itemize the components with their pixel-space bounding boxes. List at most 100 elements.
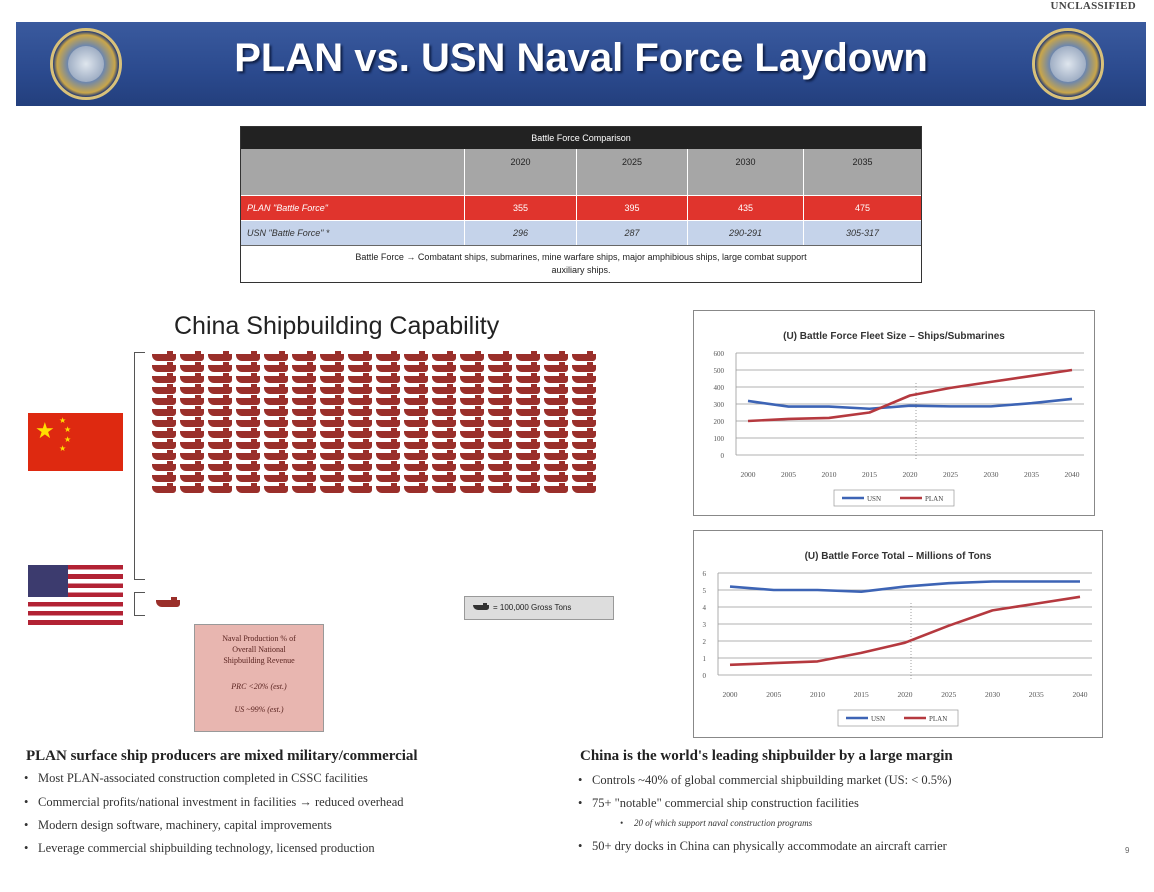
us-bracket <box>134 592 145 616</box>
table-row: USN "Battle Force" * 296 287 290-291 305… <box>241 220 921 245</box>
ship-icon <box>208 450 232 460</box>
ship-icon <box>348 439 372 449</box>
legend-label: PLAN <box>929 715 947 723</box>
ship-icon <box>432 461 456 471</box>
ship-icon <box>572 439 596 449</box>
ship-icon <box>208 461 232 471</box>
ship-icon <box>376 439 400 449</box>
ship-icon <box>460 395 484 405</box>
year-header: 2025 <box>577 149 688 195</box>
ship-icon <box>264 417 288 427</box>
footnote-line: auxiliary ships. <box>551 265 611 275</box>
ship-icon <box>544 406 568 416</box>
ship-icon <box>292 395 316 405</box>
ship-icon <box>432 384 456 394</box>
ship-icon <box>404 472 428 482</box>
us-ship-icons <box>156 597 184 611</box>
china-ship-icons <box>152 351 624 497</box>
y-tick-label: 0 <box>721 452 725 460</box>
ship-legend: = 100,000 Gross Tons <box>464 596 614 620</box>
chart-title: (U) Battle Force Fleet Size – Ships/Subm… <box>783 331 1005 342</box>
ship-icon <box>180 351 204 361</box>
ship-icon <box>488 373 512 383</box>
navprod-prc: PRC <20% (est.) <box>231 682 287 691</box>
ship-icon <box>572 428 596 438</box>
ship-icon <box>264 483 288 493</box>
ship-icon <box>460 373 484 383</box>
ship-icon <box>572 384 596 394</box>
legend-label: USN <box>867 495 881 503</box>
title-banner: PLAN vs. USN Naval Force Laydown <box>16 22 1146 106</box>
ship-icon <box>180 373 204 383</box>
ship-icon <box>292 428 316 438</box>
ship-icon <box>152 406 176 416</box>
ship-icon <box>572 395 596 405</box>
series-line-usn <box>747 397 1073 411</box>
x-tick-label: 2005 <box>781 470 796 479</box>
ship-icon <box>152 395 176 405</box>
footnote-line: Battle Force → Combatant ships, submarin… <box>355 252 807 262</box>
ship-icon <box>264 439 288 449</box>
table-cell: 435 <box>688 196 804 220</box>
x-tick-label: 2025 <box>941 690 956 699</box>
ship-icon <box>404 406 428 416</box>
ship-icon <box>516 461 540 471</box>
ship-icon <box>348 384 372 394</box>
ship-icon <box>460 439 484 449</box>
ship-icon <box>404 439 428 449</box>
ship-icon <box>292 406 316 416</box>
ship-icon <box>236 384 260 394</box>
list-item: • Most PLAN-associated construction compl… <box>24 771 368 785</box>
ship-icon <box>488 406 512 416</box>
ship-icon <box>432 472 456 482</box>
navprod-line: Overall National <box>232 645 286 654</box>
ship-icon <box>320 472 344 482</box>
right-section-heading: China is the world's leading shipbuilder… <box>580 748 953 764</box>
ship-icon <box>460 461 484 471</box>
ship-icon <box>320 406 344 416</box>
right-seal-icon <box>1032 28 1104 100</box>
ship-icon <box>236 406 260 416</box>
y-tick-label: 300 <box>714 401 725 409</box>
tonnage-chart: (U) Battle Force Total – Millions of Ton… <box>693 530 1103 738</box>
ship-icon <box>320 483 344 493</box>
x-tick-label: 2000 <box>741 470 756 479</box>
list-item: • 50+ dry docks in China can physically a… <box>578 839 947 853</box>
ship-icon <box>208 373 232 383</box>
ship-icon <box>488 351 512 361</box>
ship-icon <box>348 483 372 493</box>
ship-icon <box>516 373 540 383</box>
ship-icon <box>180 362 204 372</box>
ship-icon <box>264 362 288 372</box>
ship-icon <box>404 351 428 361</box>
x-tick-label: 2015 <box>854 690 869 699</box>
ship-icon <box>348 406 372 416</box>
row-label: PLAN "Battle Force" <box>241 196 465 220</box>
ship-icon <box>376 373 400 383</box>
ship-icon <box>320 428 344 438</box>
ship-icon <box>544 395 568 405</box>
naval-production-box: Naval Production % of Overall National S… <box>194 624 324 732</box>
ship-icon <box>152 450 176 460</box>
ship-icon <box>460 406 484 416</box>
ship-icon <box>488 461 512 471</box>
ship-icon <box>404 428 428 438</box>
ship-icon <box>180 428 204 438</box>
ship-icon <box>460 483 484 493</box>
ship-icon <box>264 461 288 471</box>
ship-icon <box>152 351 176 361</box>
ship-icon <box>376 395 400 405</box>
ship-icon <box>152 439 176 449</box>
ship-icon <box>236 362 260 372</box>
ship-icon <box>376 384 400 394</box>
ship-icon <box>376 362 400 372</box>
ship-icon <box>432 417 456 427</box>
ship-icon <box>376 472 400 482</box>
ship-icon <box>320 384 344 394</box>
x-tick-label: 2035 <box>1024 470 1039 479</box>
ship-icon <box>264 472 288 482</box>
ship-icon <box>376 450 400 460</box>
ship-icon <box>152 384 176 394</box>
ship-icon <box>264 406 288 416</box>
x-tick-label: 2010 <box>822 470 837 479</box>
